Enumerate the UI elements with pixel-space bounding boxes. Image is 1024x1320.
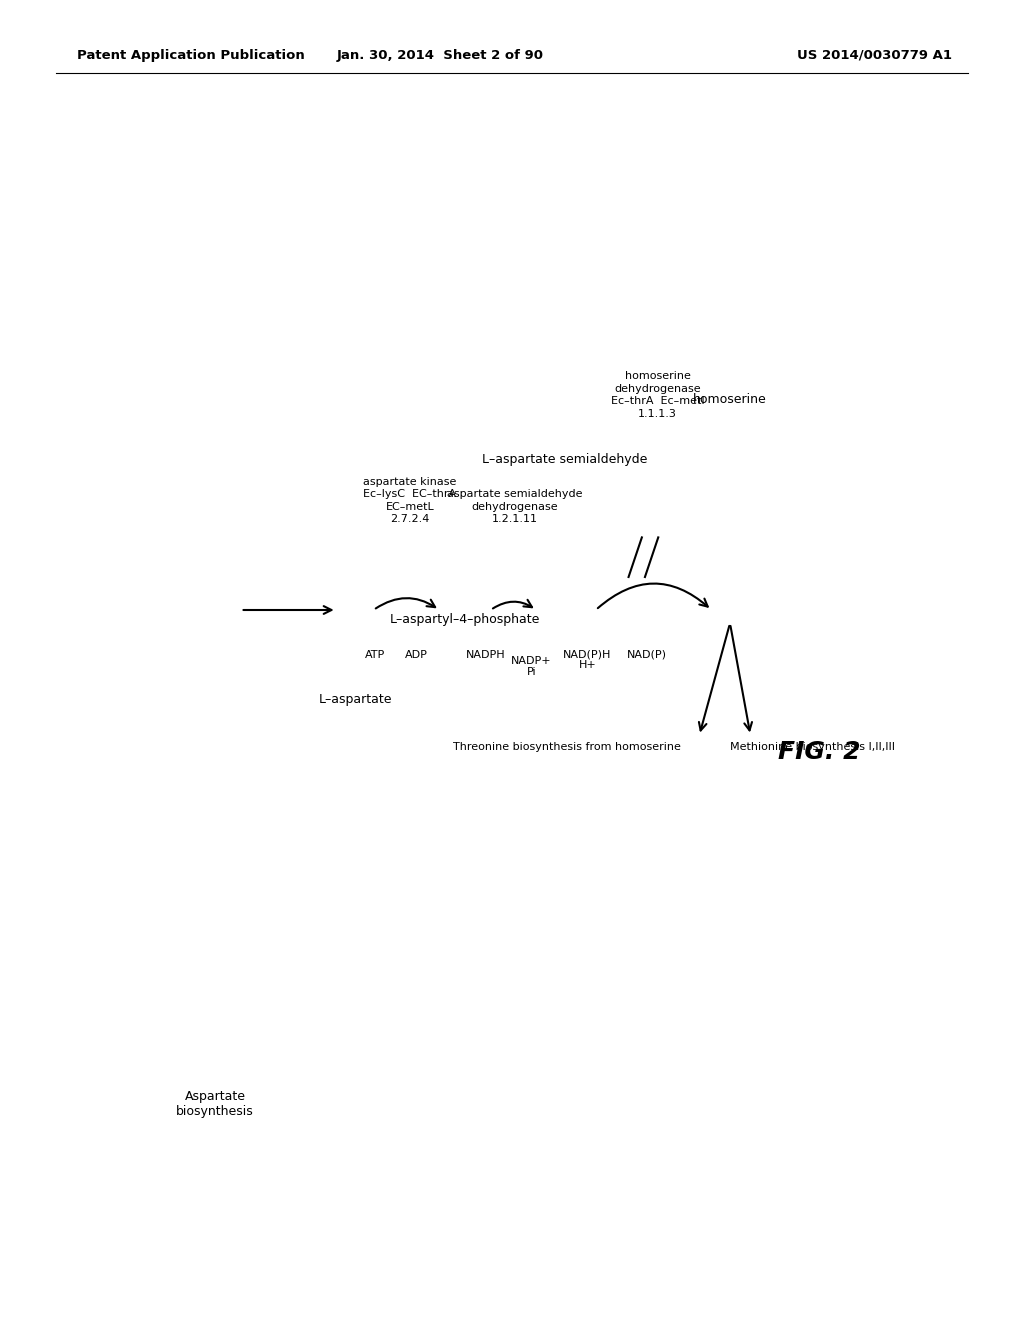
Text: NADP+
Pi: NADP+ Pi	[511, 656, 552, 677]
Text: homoserine
dehydrogenase
Ec–thrA  Ec–metI
1.1.1.3: homoserine dehydrogenase Ec–thrA Ec–metI…	[611, 371, 705, 418]
Text: homoserine: homoserine	[693, 393, 767, 407]
Text: ADP: ADP	[406, 649, 428, 660]
Text: NAD(P)H
H+: NAD(P)H H+	[563, 649, 611, 671]
Text: aspartate semialdehyde
dehydrogenase
1.2.1.11: aspartate semialdehyde dehydrogenase 1.2…	[447, 490, 583, 524]
Text: NADPH: NADPH	[466, 649, 505, 660]
Text: Jan. 30, 2014  Sheet 2 of 90: Jan. 30, 2014 Sheet 2 of 90	[337, 49, 544, 62]
Text: L–aspartyl–4–phosphate: L–aspartyl–4–phosphate	[390, 614, 541, 627]
Text: L–aspartate: L–aspartate	[318, 693, 392, 706]
Text: L–aspartate semialdehyde: L–aspartate semialdehyde	[482, 454, 648, 466]
Text: aspartate kinase
Ec–lysC  EC–thrA
EC–metL
2.7.2.4: aspartate kinase Ec–lysC EC–thrA EC–metL…	[364, 477, 457, 524]
Text: US 2014/0030779 A1: US 2014/0030779 A1	[798, 49, 952, 62]
Text: Methionine biosynthesis I,II,III: Methionine biosynthesis I,II,III	[730, 742, 895, 752]
Text: Patent Application Publication: Patent Application Publication	[77, 49, 304, 62]
Text: ATP: ATP	[366, 649, 386, 660]
Text: FIG. 2: FIG. 2	[778, 741, 860, 764]
Text: Aspartate
biosynthesis: Aspartate biosynthesis	[176, 1090, 254, 1118]
Text: Threonine biosynthesis from homoserine: Threonine biosynthesis from homoserine	[453, 742, 681, 752]
Text: NAD(P): NAD(P)	[627, 649, 667, 660]
